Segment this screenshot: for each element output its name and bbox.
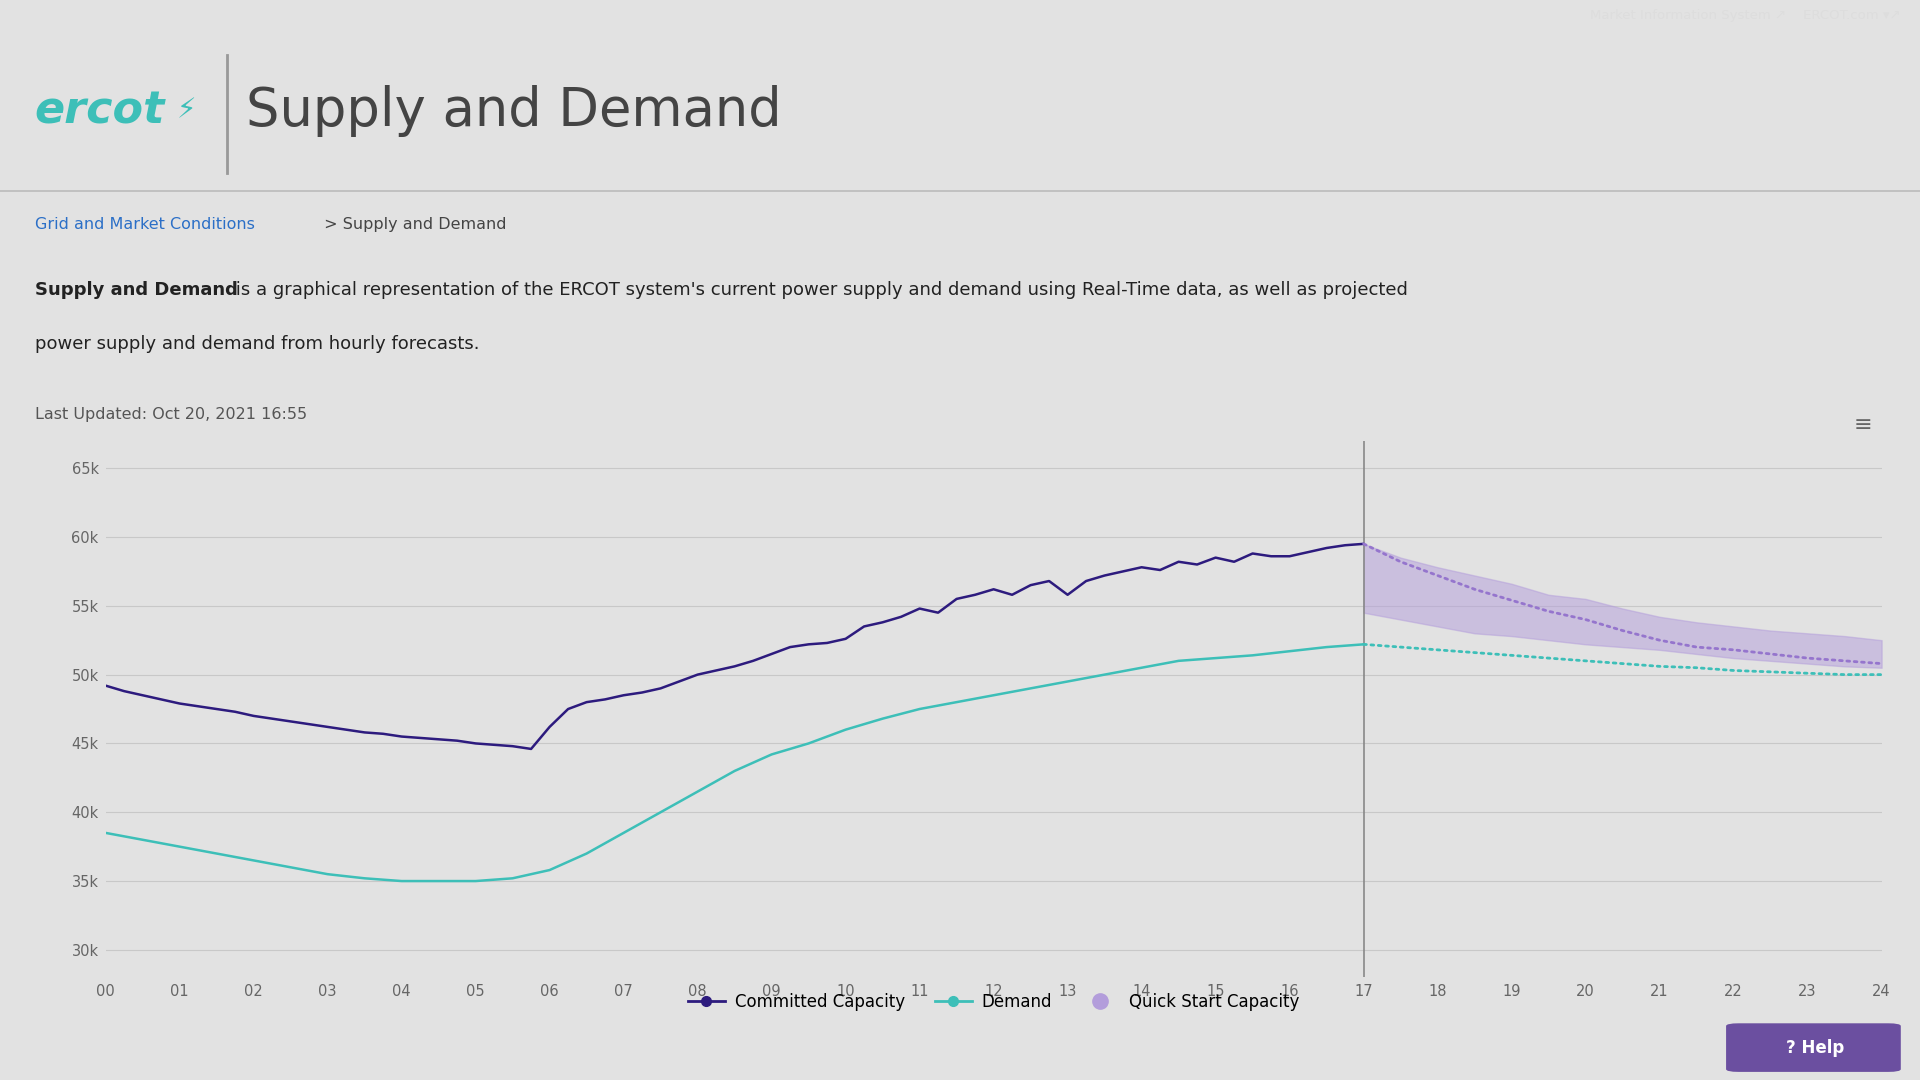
Legend: Committed Capacity, Demand, Quick Start Capacity: Committed Capacity, Demand, Quick Start … (682, 986, 1306, 1017)
Text: ≡: ≡ (1853, 415, 1872, 435)
Text: Last Updated: Oct 20, 2021 16:55: Last Updated: Oct 20, 2021 16:55 (35, 407, 307, 421)
Text: Grid and Market Conditions: Grid and Market Conditions (35, 217, 255, 231)
Text: Supply and Demand: Supply and Demand (246, 84, 781, 136)
Text: Supply and Demand: Supply and Demand (35, 281, 238, 299)
Text: ⚡: ⚡ (177, 96, 196, 124)
Text: power supply and demand from hourly forecasts.: power supply and demand from hourly fore… (35, 336, 480, 353)
FancyBboxPatch shape (1726, 1024, 1901, 1071)
Text: Market Information System ↗    ERCOT.com ▾↗: Market Information System ↗ ERCOT.com ▾↗ (1590, 9, 1901, 22)
Text: ? Help: ? Help (1786, 1039, 1843, 1056)
Text: is a graphical representation of the ERCOT system's current power supply and dem: is a graphical representation of the ERC… (230, 281, 1407, 299)
Text: > Supply and Demand: > Supply and Demand (319, 217, 507, 231)
Text: ercot: ercot (35, 89, 165, 132)
